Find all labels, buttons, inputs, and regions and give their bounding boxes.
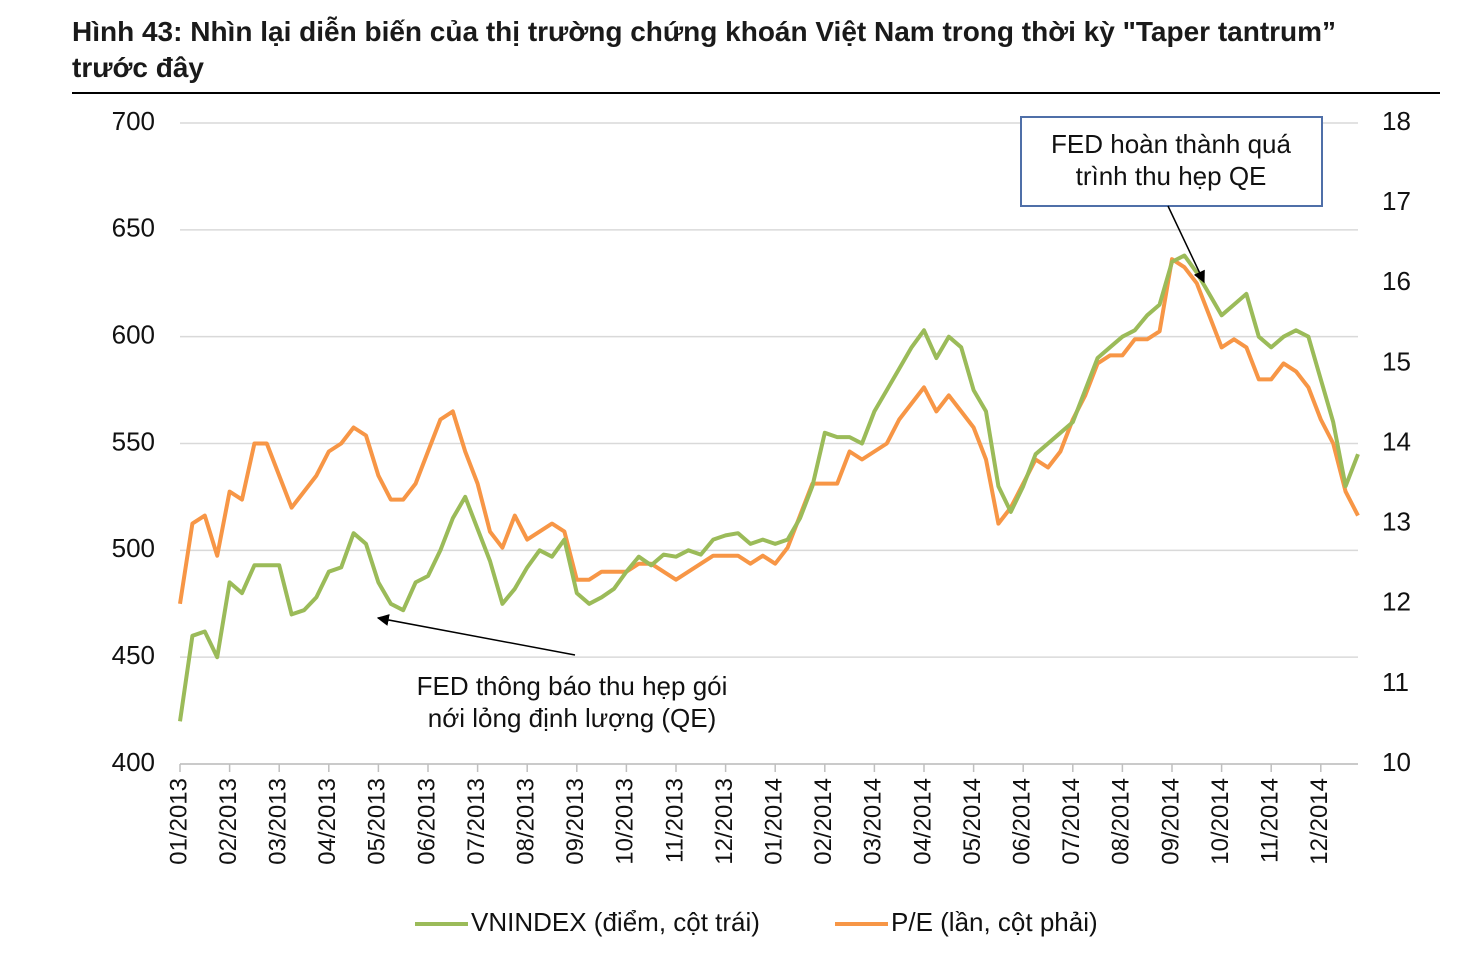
legend-label: P/E (lần, cột phải) [891,907,1098,937]
series-line [178,257,1360,605]
x-tick-label: 11/2014 [1257,778,1284,863]
x-tick-label: 09/2013 [562,778,589,865]
y-tick-label: 650 [112,213,155,243]
x-tick-label: 10/2013 [612,778,639,865]
x-tick-label: 03/2013 [265,778,292,865]
y-tick-label: 400 [112,747,155,777]
y2-tick-label: 16 [1382,266,1411,296]
x-tick-label: 06/2014 [1009,778,1036,865]
x-tick-label: 04/2013 [314,778,341,865]
x-tick-label: 12/2014 [1306,778,1333,865]
x-tick-label: 09/2014 [1157,778,1184,865]
annotation-text: nới lỏng định lượng (QE) [428,703,717,733]
x-tick-label: 10/2014 [1207,778,1234,865]
x-tick-label: 01/2014 [761,778,788,865]
y-tick-label: 550 [112,426,155,456]
annotation-arrow [376,614,576,656]
y2-tick-label: 10 [1382,747,1411,777]
y2-tick-label: 13 [1382,507,1411,537]
legend-label: VNINDEX (điểm, cột trái) [471,907,760,937]
y2-tick-label: 12 [1382,587,1411,617]
annotation-box [1020,116,1323,207]
y-tick-label: 700 [112,106,155,136]
x-tick-label: 08/2014 [1108,778,1135,865]
x-tick-label: 02/2014 [810,778,837,865]
annotation-text: FED hoàn thành quá [1051,129,1291,159]
x-tick-label: 03/2014 [860,778,887,865]
y2-tick-label: 11 [1382,667,1409,697]
x-tick-label: 08/2013 [513,778,540,865]
x-tick-label: 05/2013 [364,778,391,865]
y2-tick-label: 14 [1382,426,1411,456]
chart-title: Hình 43: Nhìn lại diễn biến của thị trườ… [72,16,1337,83]
x-tick-label: 07/2014 [1058,778,1085,865]
x-tick-label: 05/2014 [959,778,986,865]
annotation-arrow [1167,205,1205,284]
title-rule [72,92,1440,94]
series-line [178,253,1360,722]
y2-tick-label: 17 [1382,186,1411,216]
annotation-text: trình thu hẹp QE [1076,161,1267,191]
x-tick-label: 11/2013 [661,778,688,863]
y-tick-label: 500 [112,533,155,563]
y2-tick-label: 18 [1382,106,1411,136]
x-tick-label: 04/2014 [909,778,936,865]
x-tick-label: 06/2013 [413,778,440,865]
annotation-text: FED thông báo thu hẹp gói [417,671,728,701]
x-tick-label: 12/2013 [711,778,738,865]
y-tick-label: 450 [112,640,155,670]
x-tick-label: 01/2013 [165,778,192,865]
y-tick-label: 600 [112,320,155,350]
plot: 400 450 500 550 600 650 700 10 11 12 13 14 15 16 17 18 0… [112,106,1411,937]
y2-tick-label: 15 [1382,346,1411,376]
x-tick-label: 07/2013 [463,778,490,865]
x-tick-label: 02/2013 [215,778,242,865]
